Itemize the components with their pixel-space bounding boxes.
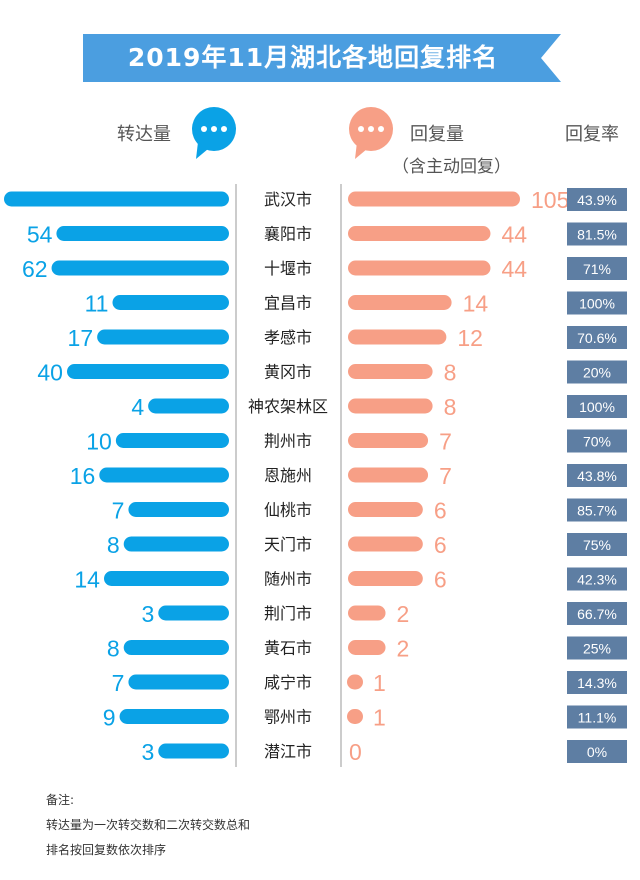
city-label: 武汉市 bbox=[264, 190, 312, 209]
forward-value-label: 9 bbox=[103, 705, 116, 731]
rate-value-label: 20% bbox=[583, 365, 611, 381]
reply-value-label: 6 bbox=[434, 532, 447, 558]
city-label: 潜江市 bbox=[264, 742, 312, 761]
rate-value-label: 14.3% bbox=[577, 675, 617, 691]
rate-box bbox=[567, 395, 627, 418]
rate-value-label: 100% bbox=[579, 296, 615, 312]
rate-box bbox=[567, 498, 627, 522]
forward-value-label: 7 bbox=[112, 498, 125, 524]
forward-value-label: 17 bbox=[68, 325, 94, 351]
rate-box bbox=[567, 222, 627, 246]
reply-value-label: 2 bbox=[397, 601, 410, 627]
rate-value-label: 81.5% bbox=[577, 227, 617, 243]
reply-value-label: 0 bbox=[349, 739, 362, 765]
rate-value-label: 71% bbox=[583, 261, 611, 277]
rate-box bbox=[567, 705, 627, 729]
forward-value-label: 3 bbox=[141, 601, 154, 627]
banner-shape bbox=[83, 34, 561, 82]
rate-value-label: 11.1% bbox=[578, 710, 617, 726]
forward-header: 转达量 bbox=[117, 124, 171, 145]
notes: 备注: 转达量为一次转交数和二次转交数总和 排名按回复数依次排序 bbox=[46, 788, 250, 863]
chat-bubble-icon bbox=[349, 107, 393, 159]
rate-value-label: 75% bbox=[583, 537, 611, 553]
reply-value-label: 6 bbox=[434, 498, 447, 524]
reply-subheader: （含主动回复） bbox=[392, 157, 511, 177]
city-label: 襄阳市 bbox=[264, 225, 312, 244]
rate-value-label: 43.8% bbox=[577, 468, 617, 484]
rate-value-label: 70% bbox=[583, 434, 611, 450]
chat-bubble-icon bbox=[192, 107, 236, 159]
ranking-chart: 239武汉市10543.9%54襄阳市4481.5%62十堰市4471%11宜昌… bbox=[4, 184, 627, 767]
city-label: 神农架林区 bbox=[248, 397, 328, 416]
city-label: 宜昌市 bbox=[264, 294, 312, 313]
rate-box bbox=[567, 257, 627, 280]
page-title: 2019年11月湖北各地回复排名 bbox=[127, 43, 499, 72]
reply-value-label: 105 bbox=[531, 187, 569, 213]
rate-header: 回复率 bbox=[565, 124, 619, 145]
rate-box bbox=[567, 326, 627, 349]
city-label: 咸宁市 bbox=[264, 673, 312, 692]
reply-header: 回复量 bbox=[410, 124, 464, 145]
forward-value-label: 8 bbox=[107, 532, 120, 558]
forward-value-label: 40 bbox=[37, 360, 63, 386]
note-line: 排名按回复数依次排序 bbox=[46, 843, 167, 857]
rate-box bbox=[567, 533, 627, 556]
reply-value-label: 8 bbox=[444, 360, 457, 386]
rate-box bbox=[567, 188, 627, 211]
rate-box bbox=[567, 567, 627, 591]
city-label: 荆州市 bbox=[264, 432, 312, 451]
rate-box bbox=[567, 636, 627, 660]
reply-value-label: 44 bbox=[501, 222, 527, 248]
title-banner: 2019年11月湖北各地回复排名 bbox=[83, 34, 561, 82]
rate-box bbox=[567, 291, 627, 315]
rate-box bbox=[567, 464, 627, 487]
forward-value-label: 3 bbox=[141, 739, 154, 765]
rate-value-label: 85.7% bbox=[577, 503, 617, 519]
rate-value-label: 25% bbox=[583, 641, 611, 657]
city-label: 荆门市 bbox=[264, 604, 312, 623]
rate-value-label: 66.7% bbox=[577, 606, 617, 622]
forward-value-label: 14 bbox=[74, 567, 100, 593]
reply-value-label: 7 bbox=[439, 429, 452, 455]
reply-value-label: 14 bbox=[463, 291, 489, 317]
rate-value-label: 42.3% bbox=[577, 572, 617, 588]
forward-value-label: 8 bbox=[107, 636, 120, 662]
rate-value-label: 70.6% bbox=[577, 330, 617, 346]
reply-value-label: 2 bbox=[397, 636, 410, 662]
forward-value-label: 10 bbox=[86, 429, 112, 455]
rate-box bbox=[567, 360, 627, 384]
forward-value-label: 4 bbox=[131, 394, 144, 420]
forward-value-label: 11 bbox=[85, 291, 109, 317]
rate-box bbox=[567, 602, 627, 625]
rate-box bbox=[567, 429, 627, 453]
reply-value-label: 44 bbox=[501, 256, 527, 282]
city-label: 孝感市 bbox=[264, 328, 312, 347]
reply-value-label: 8 bbox=[444, 394, 457, 420]
forward-value-label: 16 bbox=[70, 463, 96, 489]
forward-value-label: 7 bbox=[112, 670, 125, 696]
city-label: 恩施州 bbox=[264, 466, 312, 485]
reply-value-label: 12 bbox=[457, 325, 483, 351]
note-line: 转达量为一次转交数和二次转交数总和 bbox=[46, 818, 251, 832]
note-line: 备注: bbox=[46, 793, 75, 807]
reply-value-label: 7 bbox=[439, 463, 452, 489]
city-label: 随州市 bbox=[264, 570, 312, 589]
rate-value-label: 100% bbox=[579, 399, 615, 415]
reply-value-label: 1 bbox=[373, 670, 386, 696]
rate-value-label: 43.9% bbox=[577, 192, 617, 208]
rate-box bbox=[567, 671, 627, 694]
city-label: 黄冈市 bbox=[264, 363, 312, 382]
rate-box bbox=[567, 740, 627, 763]
city-label: 天门市 bbox=[264, 535, 312, 554]
reply-value-label: 6 bbox=[434, 567, 447, 593]
rate-value-label: 0% bbox=[587, 744, 607, 760]
city-label: 黄石市 bbox=[264, 639, 312, 658]
city-label: 十堰市 bbox=[264, 259, 312, 278]
reply-value-label: 1 bbox=[373, 705, 386, 731]
forward-value-label: 54 bbox=[27, 222, 53, 248]
city-label: 仙桃市 bbox=[264, 501, 312, 520]
forward-value-label: 62 bbox=[22, 256, 48, 282]
city-label: 鄂州市 bbox=[264, 708, 312, 727]
